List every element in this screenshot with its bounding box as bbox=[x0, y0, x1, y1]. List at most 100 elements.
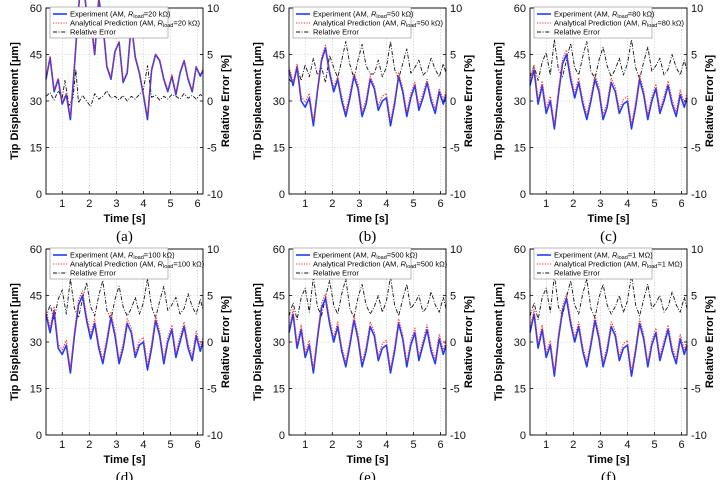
y-left-tick-label: 60 bbox=[514, 244, 526, 256]
x-tick-label: 3 bbox=[113, 198, 119, 210]
legend-box bbox=[533, 6, 653, 39]
legend-box bbox=[292, 247, 412, 280]
y-left-tick-label: 60 bbox=[273, 244, 285, 256]
y-left-axis-label: Tip Displacement [μm] bbox=[252, 283, 264, 401]
x-tick-label: 5 bbox=[167, 439, 173, 451]
y-right-tick-label: -10 bbox=[207, 430, 223, 442]
legend-label-load-value: =20 kΩ) bbox=[173, 19, 200, 28]
legend-label-load-value: =500 kΩ) bbox=[387, 251, 418, 260]
y-left-axis-label: Tip Displacement [μm] bbox=[9, 283, 21, 401]
y-right-tick-label: 10 bbox=[207, 3, 219, 15]
x-axis-label: Time [s] bbox=[588, 454, 630, 466]
y-right-tick-label: 5 bbox=[207, 291, 213, 303]
legend-label-relative-error: Relative Error bbox=[70, 28, 116, 37]
legend-label-analytical: Analytical Prediction (AM, Rload=20 kΩ) bbox=[70, 19, 201, 30]
legend-label-r-symbol: R bbox=[371, 10, 377, 19]
y-right-tick-label: -5 bbox=[691, 143, 701, 155]
y-right-tick-label: -10 bbox=[450, 189, 466, 201]
legend-label-relative-error: Relative Error bbox=[554, 269, 600, 278]
legend-label-analytical: Analytical Prediction (AM, Rload=1 MΩ) bbox=[554, 260, 683, 271]
y-right-tick-label: 5 bbox=[450, 50, 456, 62]
legend-label-load-value: =100 kΩ) bbox=[144, 251, 175, 260]
y-left-tick-label: 0 bbox=[520, 430, 526, 442]
series-analytical-line bbox=[529, 49, 688, 125]
x-tick-label: 4 bbox=[624, 439, 630, 451]
x-tick-label: 2 bbox=[86, 439, 92, 451]
y-right-tick-label: 0 bbox=[691, 337, 697, 349]
legend-label-load-value: =50 kΩ) bbox=[387, 10, 414, 19]
y-left-tick-label: 15 bbox=[273, 384, 285, 396]
legend-label-r-subscript: load bbox=[133, 255, 143, 261]
legend-label-load-value: =80 kΩ) bbox=[628, 10, 655, 19]
x-tick-label: 4 bbox=[140, 439, 146, 451]
y-right-tick-label: 5 bbox=[691, 291, 697, 303]
legend-label-load-value: =50 kΩ) bbox=[416, 19, 443, 28]
y-right-axis-label: Relative Error [%] bbox=[704, 55, 716, 148]
x-tick-label: 6 bbox=[438, 198, 444, 210]
series-relative-error-line bbox=[288, 276, 447, 321]
legend-label-r-symbol: R bbox=[642, 260, 648, 269]
series-analytical-line bbox=[288, 44, 447, 122]
y-left-tick-label: 30 bbox=[514, 96, 526, 108]
legend-label-r-subscript: load bbox=[376, 255, 386, 261]
legend-label-r-subscript: load bbox=[647, 264, 657, 270]
legend-label-r-symbol: R bbox=[642, 19, 648, 28]
y-left-tick-label: 45 bbox=[514, 50, 526, 62]
x-tick-label: 2 bbox=[329, 439, 335, 451]
legend-label-r-subscript: load bbox=[376, 14, 386, 20]
y-left-tick-label: 60 bbox=[30, 244, 42, 256]
legend-label-r-symbol: R bbox=[371, 251, 377, 260]
y-left-tick-label: 15 bbox=[514, 143, 526, 155]
y-left-tick-label: 30 bbox=[273, 337, 285, 349]
x-tick-label: 5 bbox=[651, 439, 657, 451]
series-relative-error-line bbox=[529, 274, 688, 321]
legend-label-r-symbol: R bbox=[128, 10, 134, 19]
y-left-axis-label: Tip Displacement [μm] bbox=[9, 42, 21, 160]
x-tick-label: 3 bbox=[597, 439, 603, 451]
legend-box bbox=[49, 6, 169, 39]
y-right-tick-label: -5 bbox=[691, 384, 701, 396]
panel-caption: (e) bbox=[359, 470, 376, 480]
y-right-tick-label: 5 bbox=[207, 50, 213, 62]
series-analytical-line bbox=[529, 293, 688, 372]
legend-label-r-subscript: load bbox=[617, 255, 627, 261]
y-left-axis-label: Tip Displacement [μm] bbox=[493, 42, 505, 160]
legend: Experiment (AM, Rload=80 kΩ)Analytical P… bbox=[533, 6, 685, 39]
x-tick-label: 6 bbox=[195, 439, 201, 451]
legend-label-r-subscript: load bbox=[647, 23, 657, 29]
y-left-tick-label: 0 bbox=[36, 189, 42, 201]
legend: Experiment (AM, Rload=50 kΩ)Analytical P… bbox=[292, 6, 444, 39]
x-tick-label: 1 bbox=[302, 439, 308, 451]
legend-label-r-symbol: R bbox=[158, 19, 164, 28]
legend-label-load-value: =100 kΩ) bbox=[173, 260, 204, 269]
y-right-tick-label: 0 bbox=[450, 337, 456, 349]
legend-label-load-value: =1 MΩ) bbox=[628, 251, 653, 260]
series-experiment-line bbox=[288, 297, 447, 374]
y-left-tick-label: 0 bbox=[520, 189, 526, 201]
y-left-tick-label: 30 bbox=[514, 337, 526, 349]
legend: Experiment (AM, Rload=1 MΩ)Analytical Pr… bbox=[533, 247, 683, 280]
x-tick-label: 6 bbox=[679, 439, 685, 451]
legend-label-r-subscript: load bbox=[163, 264, 173, 270]
legend-label-load-value: =20 kΩ) bbox=[144, 10, 171, 19]
legend-box bbox=[533, 247, 653, 280]
y-left-tick-label: 60 bbox=[273, 3, 285, 15]
y-right-axis-label: Relative Error [%] bbox=[220, 296, 232, 389]
y-right-tick-label: 10 bbox=[450, 3, 462, 15]
y-left-tick-label: 45 bbox=[30, 291, 42, 303]
legend-label-relative-error: Relative Error bbox=[554, 28, 600, 37]
panel-caption: (a) bbox=[116, 229, 133, 245]
legend-label-r-subscript: load bbox=[406, 23, 416, 29]
legend-label-relative-error: Relative Error bbox=[70, 269, 116, 278]
legend-label-load-value: =1 MΩ) bbox=[657, 260, 682, 269]
x-axis-label: Time [s] bbox=[347, 454, 389, 466]
x-tick-label: 1 bbox=[543, 439, 549, 451]
legend-label-r-symbol: R bbox=[401, 19, 407, 28]
series-relative-error-line bbox=[45, 278, 204, 321]
legend-label-analytical: Analytical Prediction (AM, Rload=80 kΩ) bbox=[554, 19, 685, 30]
legend-label-experiment: Experiment (AM, Rload=1 MΩ) bbox=[554, 251, 653, 262]
